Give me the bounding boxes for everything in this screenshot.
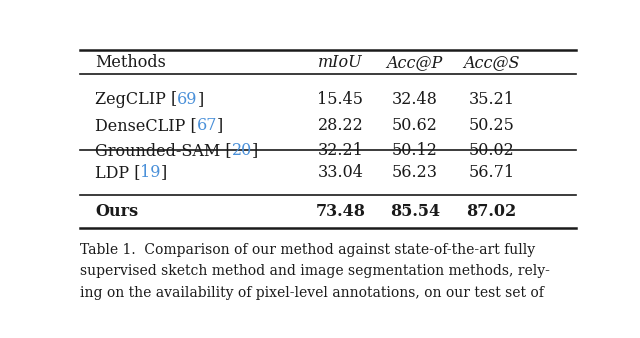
Text: supervised sketch method and image segmentation methods, rely-: supervised sketch method and image segme… [80, 264, 550, 279]
Text: ]: ] [217, 117, 223, 134]
Text: DenseCLIP [: DenseCLIP [ [95, 117, 196, 134]
Text: 50.02: 50.02 [469, 142, 515, 159]
Text: ]: ] [161, 164, 167, 181]
Text: 56.23: 56.23 [392, 164, 438, 181]
Text: LDP [: LDP [ [95, 164, 140, 181]
Text: mIoU: mIoU [318, 54, 363, 71]
Text: Grounded-SAM [: Grounded-SAM [ [95, 142, 232, 159]
Text: Methods: Methods [95, 54, 166, 71]
Text: 28.22: 28.22 [317, 117, 364, 134]
Text: ZegCLIP [: ZegCLIP [ [95, 91, 177, 108]
Text: 20: 20 [232, 142, 252, 159]
Text: ]: ] [252, 142, 258, 159]
Text: 85.54: 85.54 [390, 202, 440, 219]
Text: 15.45: 15.45 [317, 91, 364, 108]
Text: Acc@P: Acc@P [387, 54, 443, 71]
Text: Acc@S: Acc@S [463, 54, 520, 71]
Text: 32.48: 32.48 [392, 91, 438, 108]
Text: ing on the availability of pixel-level annotations, on our test set of: ing on the availability of pixel-level a… [80, 286, 544, 300]
Text: 50.62: 50.62 [392, 117, 438, 134]
Text: ]: ] [198, 91, 204, 108]
Text: 35.21: 35.21 [468, 91, 515, 108]
Text: Ours: Ours [95, 202, 138, 219]
Text: 56.71: 56.71 [468, 164, 515, 181]
Text: 69: 69 [177, 91, 198, 108]
Text: 87.02: 87.02 [467, 202, 517, 219]
Text: 73.48: 73.48 [316, 202, 365, 219]
Text: 33.04: 33.04 [317, 164, 364, 181]
Text: 19: 19 [140, 164, 161, 181]
Text: Table 1.  Comparison of our method against state-of-the-art fully: Table 1. Comparison of our method agains… [80, 243, 535, 257]
Text: 32.21: 32.21 [317, 142, 364, 159]
Text: 50.12: 50.12 [392, 142, 438, 159]
Text: 50.25: 50.25 [468, 117, 515, 134]
Text: 67: 67 [196, 117, 217, 134]
